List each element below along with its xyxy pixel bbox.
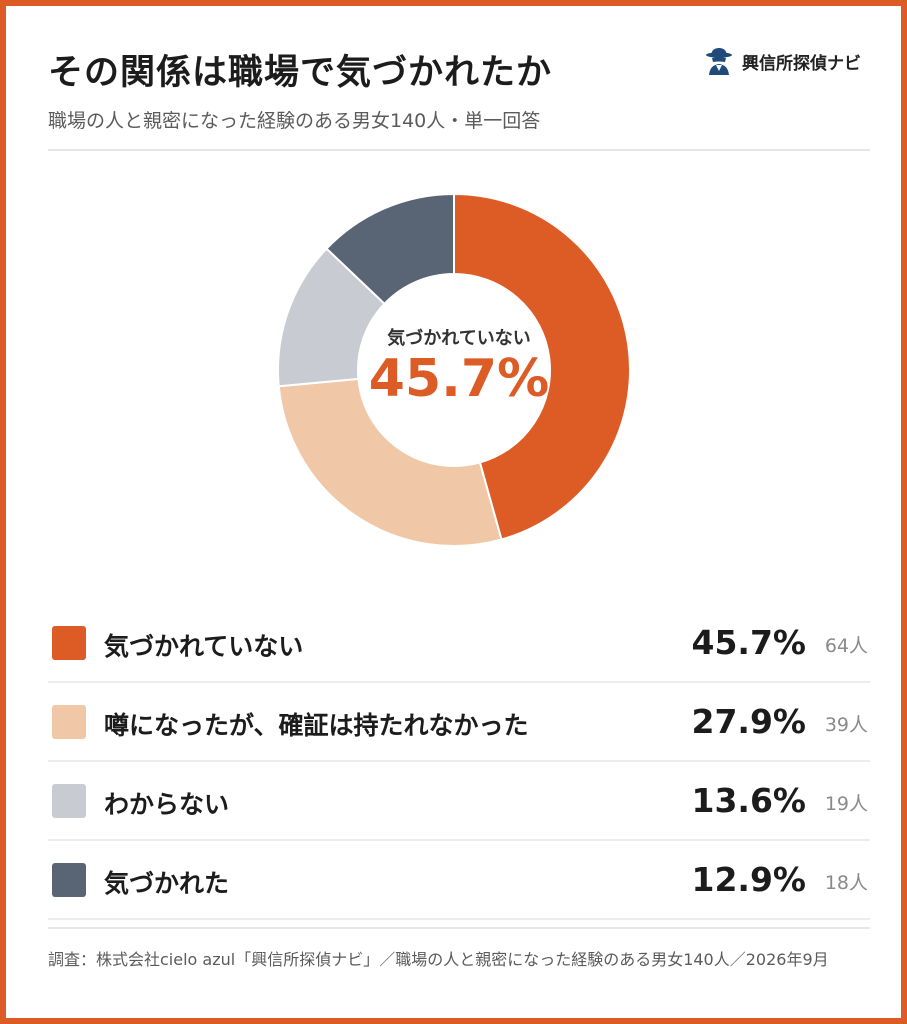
legend-label: 気づかれていない [104,632,304,661]
legend-count: 19人 [824,793,868,815]
legend-swatch [52,784,86,818]
legend-row: わからない 13.6% 19人 [48,762,870,841]
legend-row: 気づかれていない 45.7% 64人 [48,604,870,683]
brand-logo: 興信所探偵ナビ [704,46,861,76]
legend-row: 気づかれた 12.9% 18人 [48,841,870,920]
legend-swatch [52,863,86,897]
header-divider [48,149,870,151]
donut-slice [325,192,455,306]
source-footnote: 調査：株式会社cielo azul「興信所探偵ナビ」／職場の人と親密になった経験… [48,950,829,969]
donut-slice [277,377,503,547]
detective-icon [706,48,732,75]
legend-percent: 13.6% [691,781,807,820]
legend-percent: 27.9% [691,702,807,741]
donut-center-label: 気づかれていない [387,328,531,349]
footer-divider [48,927,870,929]
legend-swatch [52,705,86,739]
legend-count: 39人 [824,714,868,736]
donut-center-value: 45.7% [368,349,550,409]
legend-label: 噂になったが、確証は持たれなかった [104,711,529,740]
legend: 気づかれていない 45.7% 64人 噂になったが、確証は持たれなかった 27.… [48,604,870,920]
chart-title: その関係は職場で気づかれたか [48,53,553,93]
brand-name: 興信所探偵ナビ [742,53,861,74]
donut-chart [277,192,631,547]
legend-percent: 12.9% [691,860,807,899]
legend-swatch [52,626,86,660]
legend-label: わからない [104,790,230,819]
legend-count: 64人 [824,635,868,657]
legend-row: 噂になったが、確証は持たれなかった 27.9% 39人 [48,683,870,762]
legend-count: 18人 [824,872,868,894]
chart-subtitle: 職場の人と親密になった経験のある男女140人・単一回答 [48,110,541,132]
legend-percent: 45.7% [691,623,807,662]
donut-slice [453,192,631,541]
legend-label: 気づかれた [104,869,230,898]
